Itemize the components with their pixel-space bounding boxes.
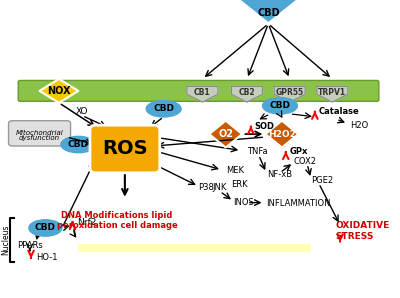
Text: O2: O2 xyxy=(218,129,233,139)
Text: NOX: NOX xyxy=(47,86,71,96)
Ellipse shape xyxy=(262,98,298,114)
Text: MEK: MEK xyxy=(226,166,244,175)
Ellipse shape xyxy=(146,101,181,117)
Ellipse shape xyxy=(61,136,96,153)
Text: ROS: ROS xyxy=(102,139,148,159)
Polygon shape xyxy=(209,121,242,148)
FancyBboxPatch shape xyxy=(90,125,160,173)
Text: CBD: CBD xyxy=(35,224,56,232)
Text: HO-1: HO-1 xyxy=(36,253,57,262)
Text: DNA Modifications lipid
peroxidation cell damage: DNA Modifications lipid peroxidation cel… xyxy=(57,211,178,230)
Text: CBD: CBD xyxy=(270,101,290,110)
Text: GPR55: GPR55 xyxy=(276,88,304,97)
Text: P38: P38 xyxy=(198,183,214,192)
Polygon shape xyxy=(187,86,218,102)
Text: PPARs: PPARs xyxy=(17,241,43,250)
Polygon shape xyxy=(232,86,262,102)
Text: dysfunction: dysfunction xyxy=(19,135,60,141)
Text: CB2: CB2 xyxy=(239,88,255,97)
Text: CBD: CBD xyxy=(257,8,280,18)
Text: Mitochondrial: Mitochondrial xyxy=(16,130,64,136)
Text: CBD: CBD xyxy=(68,140,89,149)
Text: OXIDATIVE
STRESS: OXIDATIVE STRESS xyxy=(335,221,389,241)
Polygon shape xyxy=(266,121,298,148)
Text: Nrf2: Nrf2 xyxy=(78,218,97,226)
Text: GPx: GPx xyxy=(290,148,308,156)
Text: TNFa: TNFa xyxy=(247,147,268,156)
Text: CB1: CB1 xyxy=(194,88,211,97)
FancyBboxPatch shape xyxy=(8,121,70,146)
Text: H2O: H2O xyxy=(350,121,368,130)
Text: JNK: JNK xyxy=(212,183,226,192)
Text: XO: XO xyxy=(76,107,88,116)
Text: Nucleus: Nucleus xyxy=(1,225,10,255)
Polygon shape xyxy=(317,86,348,102)
FancyBboxPatch shape xyxy=(78,244,311,252)
Ellipse shape xyxy=(29,220,62,236)
Text: INOS: INOS xyxy=(234,198,254,207)
Text: PGE2: PGE2 xyxy=(311,176,333,185)
Text: CBD: CBD xyxy=(153,104,174,113)
Polygon shape xyxy=(40,79,78,103)
Text: COX2: COX2 xyxy=(294,157,316,166)
Text: ERK: ERK xyxy=(232,180,248,189)
Text: TRPV1: TRPV1 xyxy=(318,88,346,97)
FancyArrowPatch shape xyxy=(130,0,400,21)
Text: NF-xB: NF-xB xyxy=(268,170,293,179)
Text: H2O2: H2O2 xyxy=(268,130,296,139)
Text: SOD: SOD xyxy=(255,122,275,131)
Text: INFLAMMATION: INFLAMMATION xyxy=(266,199,331,208)
Text: Catalase: Catalase xyxy=(319,107,360,116)
Polygon shape xyxy=(274,86,305,102)
FancyBboxPatch shape xyxy=(18,80,379,101)
